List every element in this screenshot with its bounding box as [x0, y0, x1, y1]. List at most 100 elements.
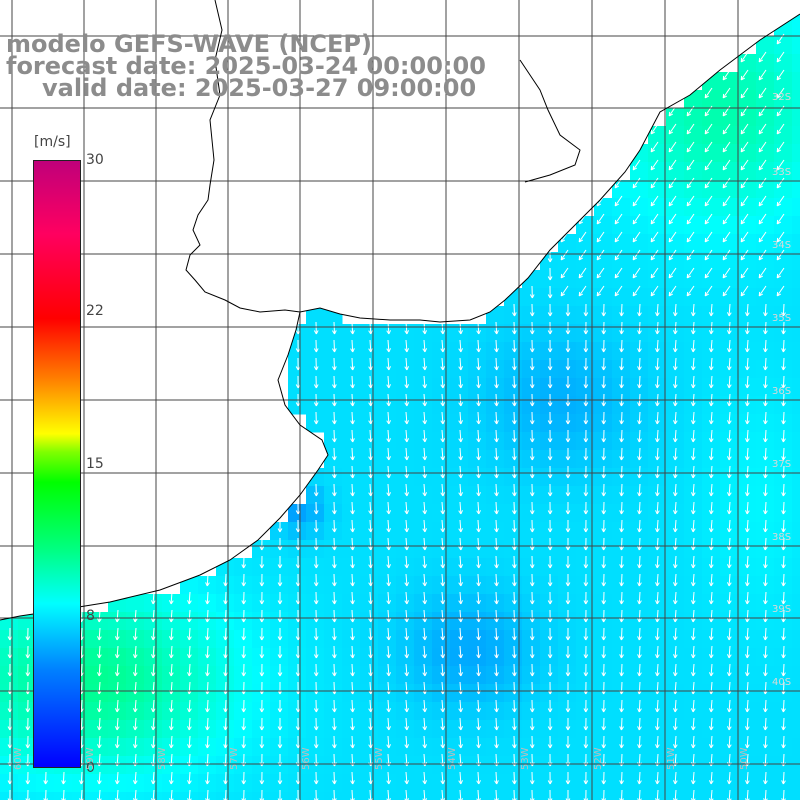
wind-arrow [763, 357, 768, 371]
longitude-label: 55W [374, 747, 385, 770]
wind-cell [630, 198, 649, 217]
wind-cell [396, 378, 415, 397]
wind-arrow [332, 339, 337, 353]
wind-cell [792, 198, 800, 217]
wind-cell [324, 432, 343, 451]
wind-arrow [632, 231, 641, 243]
wind-cell [612, 216, 631, 235]
wind-cell [306, 324, 325, 343]
wind-cell [792, 504, 800, 523]
wind-arrow [704, 123, 713, 135]
wind-cell [360, 648, 379, 667]
wind-arrow [458, 483, 463, 497]
wind-arrow [745, 663, 750, 677]
wind-cell [360, 720, 379, 739]
wind-cell [756, 36, 775, 55]
wind-arrow [241, 573, 247, 587]
wind-arrow [494, 339, 499, 353]
wind-arrow [25, 663, 31, 677]
wind-arrow [476, 573, 481, 587]
wind-arrow [386, 375, 391, 389]
wind-arrow [781, 303, 786, 317]
wind-arrow [601, 357, 607, 371]
wind-arrow [758, 177, 767, 189]
wind-arrow [150, 591, 156, 605]
wind-arrow [97, 717, 102, 731]
wind-cell [738, 126, 757, 145]
wind-cell [504, 594, 523, 613]
wind-cell [342, 378, 361, 397]
wind-cell [342, 468, 361, 487]
wind-arrow [637, 645, 642, 659]
wind-cell [522, 594, 541, 613]
wind-arrow [704, 141, 713, 153]
wind-cell [360, 792, 379, 800]
wind-cell [414, 396, 433, 415]
wind-cell [702, 126, 721, 145]
wind-cell [396, 756, 415, 775]
wind-arrow [601, 321, 607, 335]
wind-cell [378, 612, 397, 631]
wind-cell [324, 576, 343, 595]
wind-arrow [745, 303, 750, 317]
wind-cell [486, 630, 505, 649]
wind-cell [324, 558, 343, 577]
wind-arrow [745, 375, 750, 389]
wind-cell [306, 558, 325, 577]
wind-arrow [313, 555, 319, 569]
wind-cell [396, 414, 415, 433]
wind-arrow [494, 663, 499, 677]
wind-arrow [763, 447, 768, 461]
wind-cell [414, 684, 433, 703]
wind-arrow [313, 321, 319, 335]
wind-cell [522, 396, 541, 415]
wind-arrow [422, 717, 428, 731]
wind-arrow [704, 195, 713, 207]
wind-cell [504, 666, 523, 685]
wind-arrow [187, 771, 192, 785]
wind-cell [522, 324, 541, 343]
wind-arrow [132, 771, 138, 785]
wind-cell [702, 108, 721, 127]
wind-cell [324, 756, 343, 775]
wind-cell [360, 576, 379, 595]
wind-cell [486, 576, 505, 595]
wind-cell [522, 288, 541, 307]
wind-cell [306, 540, 325, 559]
wind-arrow [440, 447, 446, 461]
longitude-label: 54W [447, 747, 458, 770]
wind-arrow [637, 303, 642, 317]
wind-arrow [672, 591, 678, 605]
wind-cell [702, 144, 721, 163]
wind-cell [378, 504, 397, 523]
wind-arrow [637, 519, 642, 533]
wind-cell [306, 486, 325, 505]
wind-arrow [614, 213, 623, 225]
wind-arrow [114, 735, 120, 749]
wind-arrow [313, 645, 319, 659]
wind-arrow [619, 609, 624, 623]
wind-arrow [512, 519, 517, 533]
wind-cell [414, 504, 433, 523]
wind-arrow [547, 735, 553, 749]
wind-arrow [726, 483, 732, 497]
wind-arrow [404, 537, 410, 551]
wind-cell [702, 162, 721, 181]
wind-arrow [637, 771, 642, 785]
wind-arrow [476, 357, 481, 371]
wind-arrow [547, 285, 553, 299]
wind-cell [306, 666, 325, 685]
wind-cell [792, 108, 800, 127]
wind-arrow [494, 501, 499, 515]
wind-cell [414, 648, 433, 667]
wind-arrow [781, 573, 786, 587]
wind-arrow [637, 609, 642, 623]
wind-cell [378, 774, 397, 793]
wind-arrow [690, 303, 696, 317]
wind-arrow [781, 501, 786, 515]
wind-arrow [277, 537, 283, 551]
longitude-label: 60W [13, 747, 24, 770]
wind-arrow [740, 285, 749, 297]
wind-cell [306, 648, 325, 667]
wind-arrow [547, 447, 553, 461]
